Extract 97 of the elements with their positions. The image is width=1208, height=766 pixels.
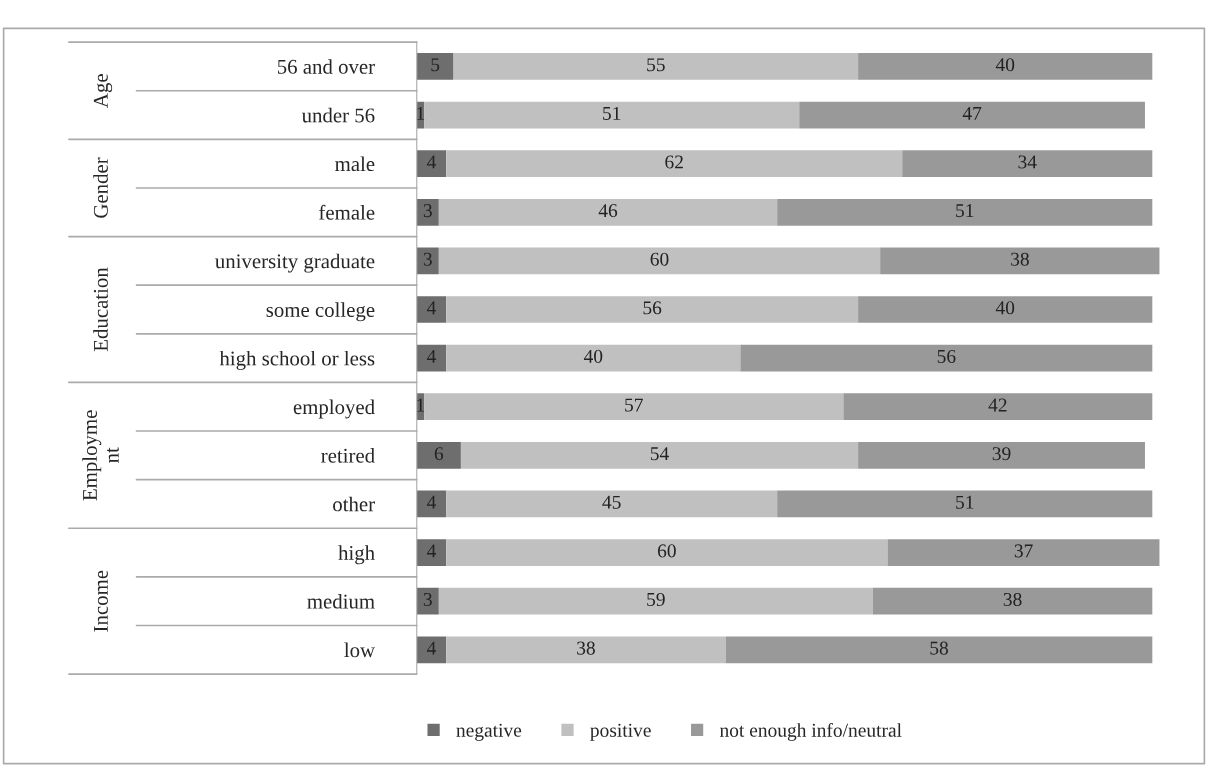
data-label: 59 — [647, 592, 665, 607]
bar — [446, 344, 741, 372]
bar — [843, 393, 1153, 421]
bar — [446, 150, 903, 178]
bar — [446, 490, 778, 518]
bar — [416, 53, 454, 80]
data-label: 4 — [426, 155, 437, 169]
y-tick-label: high school or less — [219, 350, 375, 370]
bar — [858, 296, 1153, 323]
bar — [880, 247, 1160, 275]
data-label: 46 — [598, 204, 618, 218]
data-label: 4 — [426, 495, 437, 509]
text: Gender — [93, 157, 108, 218]
text: Age — [93, 74, 113, 108]
bar — [777, 198, 1153, 226]
bar — [460, 441, 859, 469]
bar — [416, 636, 447, 664]
data-label: 58 — [930, 641, 948, 655]
y-tick-label: low — [344, 642, 375, 658]
bar — [416, 296, 447, 323]
data-label: 51 — [956, 495, 974, 509]
bar — [887, 539, 1160, 566]
y-tick-label: female — [319, 204, 375, 220]
data-label: 47 — [962, 106, 982, 120]
data-label: 54 — [650, 447, 669, 461]
data-label: 6 — [434, 447, 444, 461]
data-label: 56 — [937, 349, 956, 363]
data-label: 60 — [650, 252, 669, 266]
data-label: 51 — [956, 204, 974, 218]
data-label: 37 — [1014, 544, 1033, 558]
text: Employme nt — [82, 410, 119, 501]
data-label: 1 — [417, 106, 425, 120]
bar — [453, 53, 859, 80]
bar — [777, 490, 1153, 518]
bar — [416, 198, 439, 226]
bar — [416, 150, 447, 178]
y-tick-label: 56 and over — [277, 59, 375, 74]
data-label: 4 — [426, 641, 437, 655]
data-label: 4 — [426, 544, 437, 558]
legend-label: positive — [590, 723, 651, 741]
data-label: 62 — [665, 155, 683, 169]
data-label: 40 — [995, 58, 1015, 72]
data-label: 38 — [1003, 592, 1022, 607]
data-label: 42 — [988, 398, 1007, 412]
data-label: 4 — [426, 301, 437, 315]
text: Income — [94, 570, 108, 632]
data-label: 40 — [583, 349, 603, 363]
bar — [858, 53, 1153, 80]
bar — [424, 393, 844, 421]
data-label: 38 — [1011, 252, 1029, 266]
y-tick-label: retired — [321, 448, 375, 463]
y-tick-label: other — [333, 496, 375, 512]
legend-label: not enough info/neutral — [719, 722, 902, 741]
bar — [725, 636, 1153, 664]
data-label: 60 — [657, 544, 676, 558]
data-label: 40 — [995, 301, 1015, 315]
data-label: 3 — [423, 592, 432, 607]
bar — [424, 101, 800, 129]
data-label: 3 — [423, 252, 432, 266]
y-tick-label: male — [335, 156, 375, 172]
bar — [446, 636, 726, 664]
bar — [446, 296, 859, 323]
bar — [438, 587, 873, 615]
data-label: 57 — [625, 398, 643, 412]
bar — [416, 247, 439, 275]
bar — [416, 539, 447, 566]
bar — [902, 150, 1153, 178]
bar — [446, 539, 888, 566]
data-label: 1 — [417, 398, 425, 412]
data-label: 55 — [647, 58, 665, 72]
bar — [799, 101, 1145, 129]
bar — [416, 344, 447, 372]
data-label: 51 — [603, 106, 621, 120]
y-tick-label: medium — [307, 593, 375, 609]
bar — [416, 441, 461, 469]
bar — [416, 490, 447, 518]
data-label: 34 — [1018, 155, 1037, 169]
y-tick-label: high — [338, 545, 375, 565]
bar — [858, 441, 1145, 469]
bar — [438, 247, 881, 275]
data-label: 3 — [423, 204, 432, 218]
y-tick-label: university graduate — [215, 253, 375, 273]
data-label: 56 — [643, 301, 662, 315]
bar — [872, 587, 1153, 615]
data-label: 5 — [431, 58, 440, 72]
data-label: 4 — [426, 349, 437, 363]
bar — [416, 587, 439, 615]
y-tick-label: under 56 — [301, 107, 375, 123]
data-label: 45 — [602, 495, 621, 509]
y-tick-label: some college — [266, 302, 375, 322]
text: Education — [93, 267, 108, 352]
bar — [740, 344, 1153, 372]
bar — [438, 198, 778, 226]
data-label: 38 — [577, 641, 595, 655]
legend-label: negative — [456, 723, 522, 741]
y-tick-label: employed — [293, 399, 375, 419]
data-label: 39 — [992, 447, 1011, 461]
